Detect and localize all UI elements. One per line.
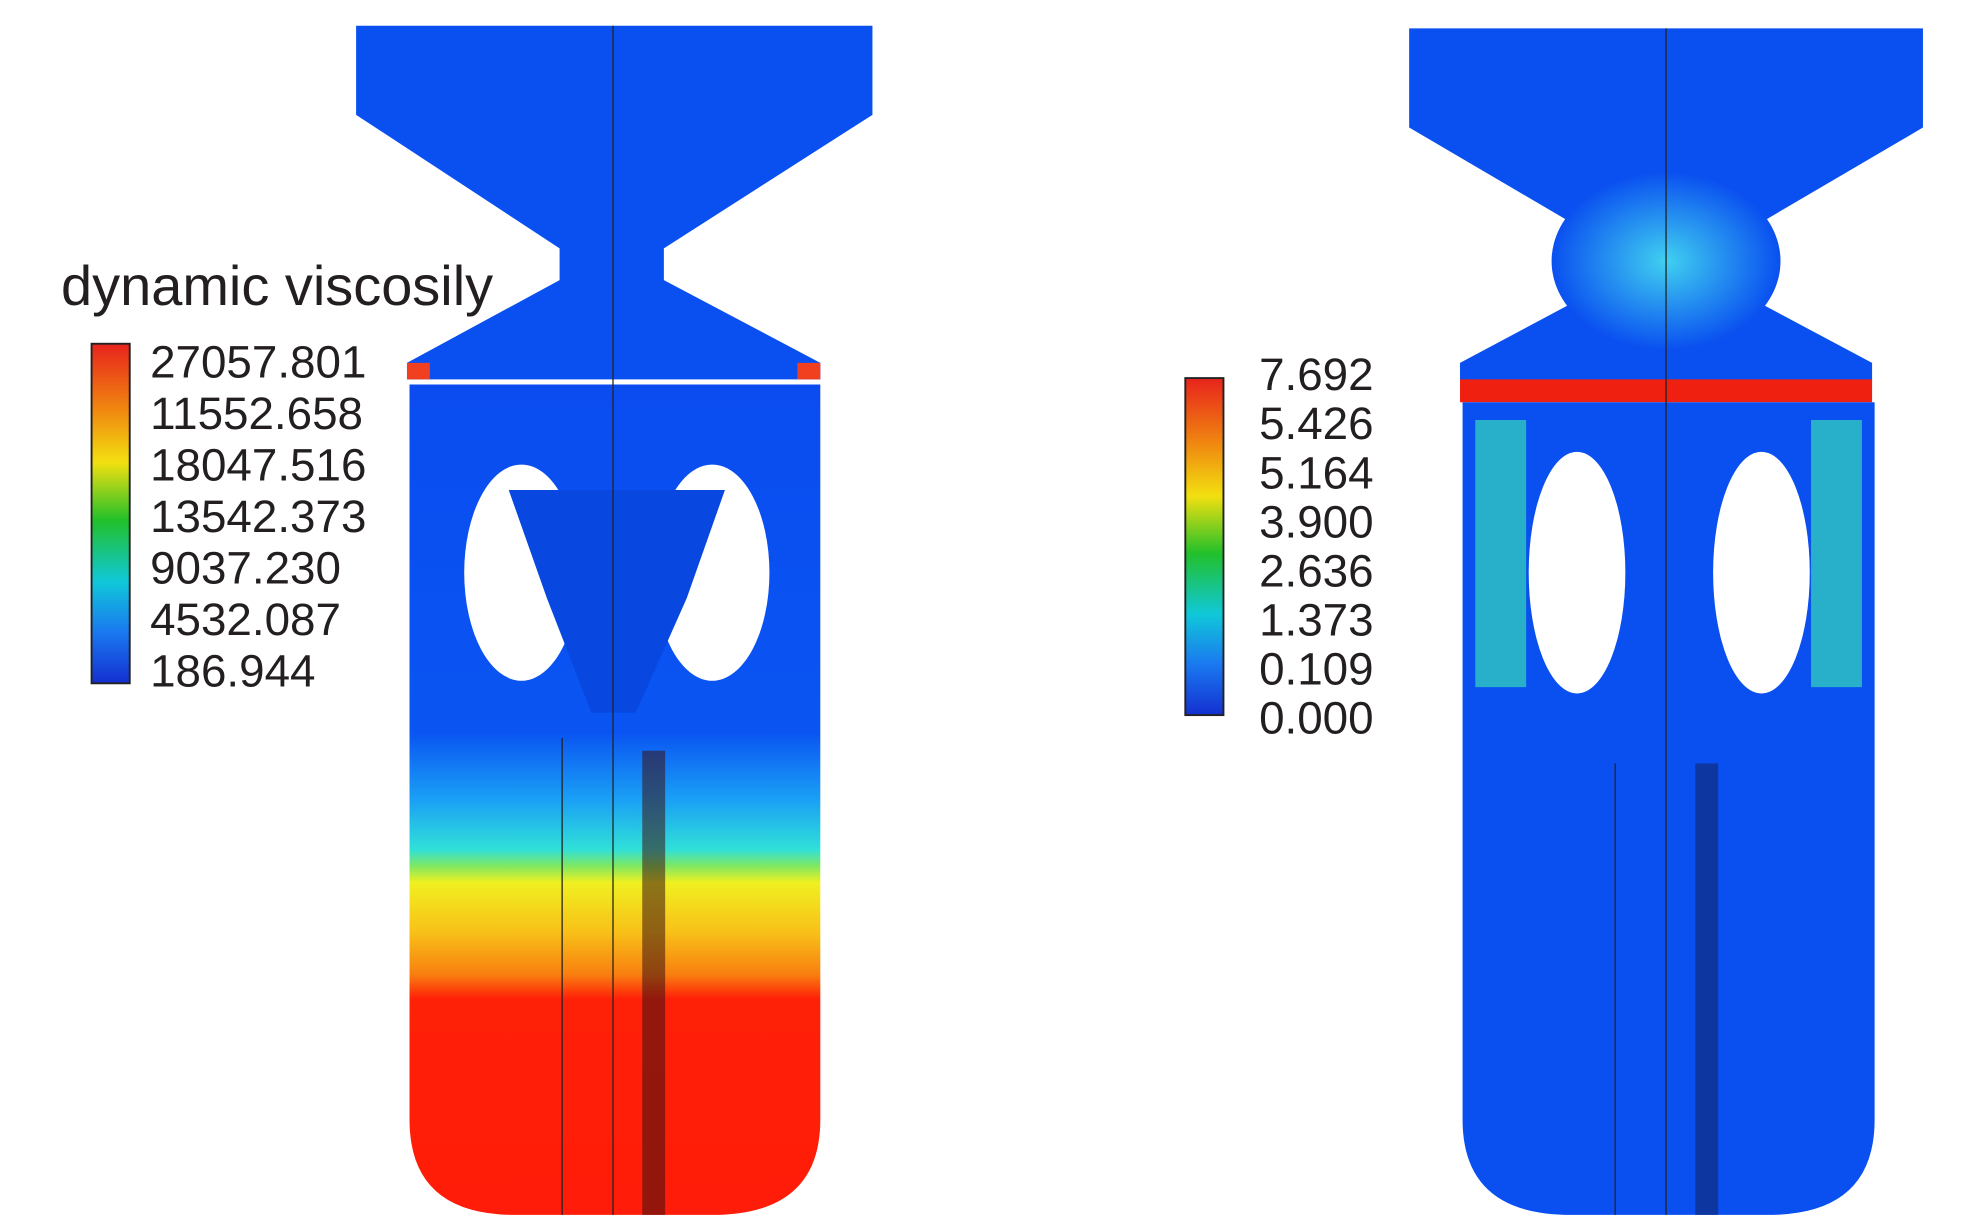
colorbar-label: 11552.658 xyxy=(150,388,363,439)
colorbar-label: 2.636 xyxy=(1259,545,1374,596)
colorbar-label: 13542.373 xyxy=(150,491,366,542)
colorbar-label: 0.000 xyxy=(1259,693,1374,744)
colorbar-label: 0.109 xyxy=(1259,644,1374,695)
colorbar xyxy=(90,342,131,685)
colorbar-label: 27057.801 xyxy=(150,336,366,387)
left-vessel xyxy=(356,25,873,1215)
colorbar-label: 9037.230 xyxy=(150,542,341,593)
colorbar-label: 186.944 xyxy=(150,646,315,697)
colorbar-label: 5.164 xyxy=(1259,447,1374,498)
right-vessel xyxy=(1409,28,1923,1215)
colorbar-title: dynamic viscosily xyxy=(61,254,493,317)
colorbar-label: 7.692 xyxy=(1259,349,1374,400)
colorbar-label: 1.373 xyxy=(1259,594,1374,645)
colorbar-label: 5.426 xyxy=(1259,398,1374,449)
colorbar-label: 18047.516 xyxy=(150,439,366,490)
colorbar-label: 4532.087 xyxy=(150,594,341,645)
colorbar xyxy=(1184,377,1225,717)
colorbar-label: 3.900 xyxy=(1259,496,1374,547)
